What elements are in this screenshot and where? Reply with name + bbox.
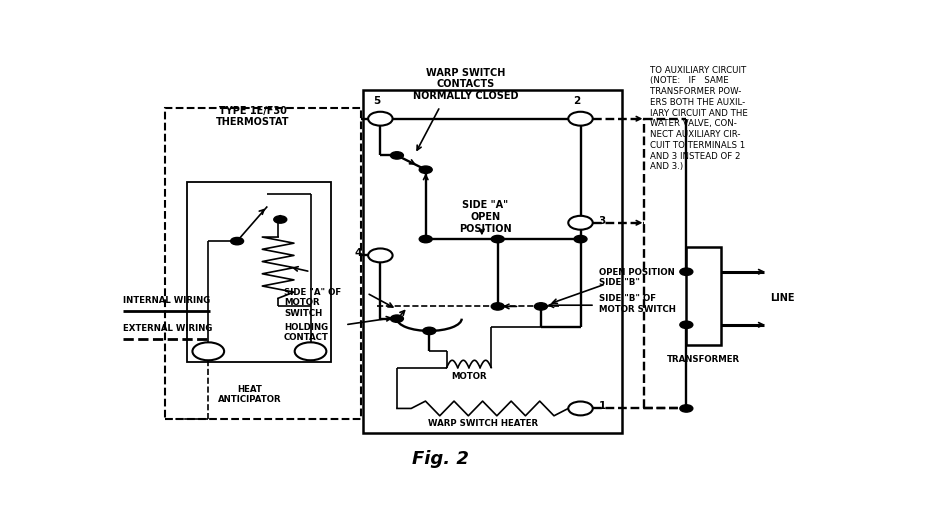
- Circle shape: [534, 303, 547, 310]
- Circle shape: [390, 315, 403, 322]
- Bar: [363, 90, 622, 433]
- Text: 5: 5: [373, 96, 380, 107]
- Circle shape: [568, 402, 592, 416]
- Circle shape: [491, 235, 504, 243]
- Text: SIDE "A" OF
MOTOR
SWITCH: SIDE "A" OF MOTOR SWITCH: [284, 288, 341, 318]
- Bar: [165, 109, 360, 419]
- Circle shape: [679, 321, 692, 329]
- Circle shape: [367, 112, 393, 126]
- Text: SIDE "B" OF
MOTOR SWITCH: SIDE "B" OF MOTOR SWITCH: [598, 294, 675, 314]
- Circle shape: [679, 268, 692, 276]
- Text: EXTERNAL WIRING: EXTERNAL WIRING: [123, 324, 213, 333]
- Text: HOLDING
CONTACT: HOLDING CONTACT: [284, 323, 329, 342]
- Circle shape: [419, 235, 432, 243]
- Circle shape: [491, 303, 504, 310]
- Text: 2: 2: [573, 96, 580, 107]
- Text: OPEN POSITION
SIDE "B": OPEN POSITION SIDE "B": [598, 268, 674, 287]
- Circle shape: [367, 249, 393, 262]
- Text: INTERNAL WIRING: INTERNAL WIRING: [123, 296, 211, 305]
- Text: HEAT
ANTICIPATOR: HEAT ANTICIPATOR: [217, 385, 281, 404]
- Text: 4: 4: [354, 249, 362, 258]
- Circle shape: [679, 405, 692, 412]
- Circle shape: [192, 342, 224, 360]
- Text: LINE: LINE: [769, 293, 793, 303]
- Text: SIDE "A"
OPEN
POSITION: SIDE "A" OPEN POSITION: [458, 200, 511, 234]
- Text: Fig. 2: Fig. 2: [411, 450, 468, 469]
- Circle shape: [568, 216, 592, 229]
- Text: TO AUXILIARY CIRCUIT
(NOTE:   IF   SAME
TRANSFORMER POW-
ERS BOTH THE AUXIL-
IAR: TO AUXILIARY CIRCUIT (NOTE: IF SAME TRAN…: [650, 66, 747, 171]
- Text: TRANSFORMER: TRANSFORMER: [666, 356, 740, 365]
- Text: MOTOR: MOTOR: [451, 372, 486, 381]
- Circle shape: [574, 235, 586, 243]
- Bar: [686, 247, 720, 345]
- Circle shape: [390, 152, 403, 159]
- Circle shape: [422, 327, 435, 334]
- Circle shape: [274, 216, 287, 223]
- Text: 1: 1: [598, 401, 605, 411]
- Bar: [187, 182, 330, 361]
- Text: WARP SWITCH
CONTACTS
NORMALLY CLOSED: WARP SWITCH CONTACTS NORMALLY CLOSED: [412, 68, 518, 101]
- Text: 3: 3: [598, 216, 605, 226]
- Circle shape: [294, 342, 326, 360]
- Text: TYPE 1E/F30
THERMOSTAT: TYPE 1E/F30 THERMOSTAT: [216, 106, 290, 127]
- Circle shape: [568, 112, 592, 126]
- Circle shape: [419, 166, 432, 173]
- Circle shape: [230, 237, 243, 245]
- Text: WARP SWITCH HEATER: WARP SWITCH HEATER: [427, 419, 537, 428]
